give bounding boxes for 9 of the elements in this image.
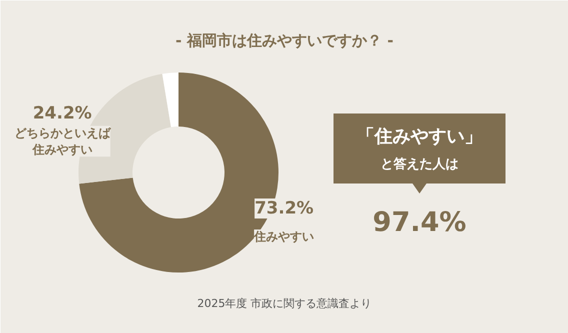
slice-label: どちらかといえば住みやすい: [14, 126, 112, 157]
data-label: 73.2%: [254, 198, 314, 218]
text: 2025年度 市政に関する意識査より: [197, 297, 372, 310]
slice-label: 住みやすい: [253, 229, 314, 244]
chart-title: - 福岡市は住みやすいですか？ -: [176, 32, 394, 50]
text: 97.4%: [372, 207, 466, 238]
text: 「住みやすい」: [356, 126, 482, 147]
text: と答えた人は: [380, 157, 458, 172]
data-label: 24.2%: [32, 103, 92, 124]
